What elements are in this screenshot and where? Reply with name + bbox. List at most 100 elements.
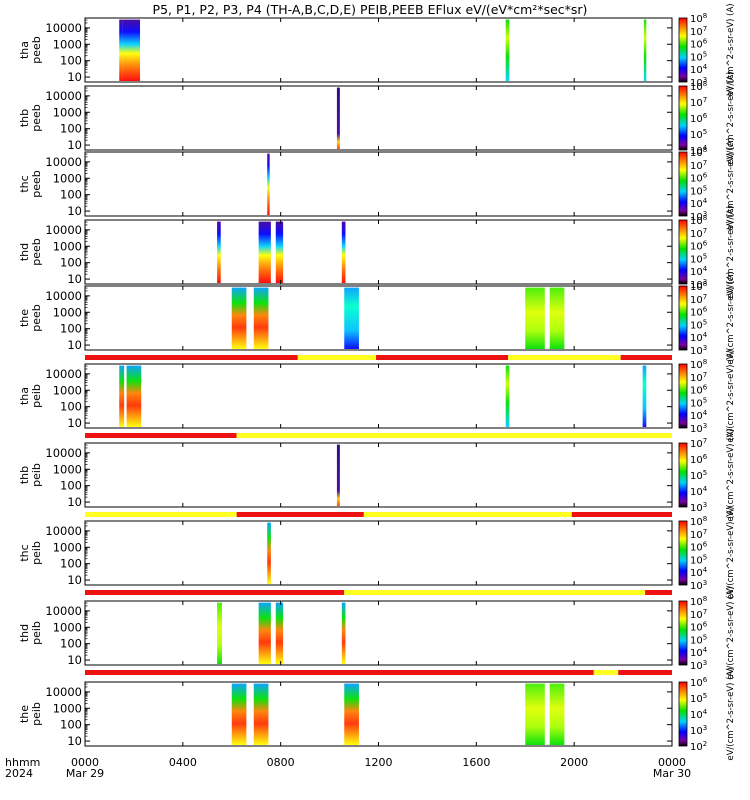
colorbar-tick-label: 106 xyxy=(690,541,708,554)
spectrum-block xyxy=(336,87,340,149)
colorbar-tick-label: 102 xyxy=(690,740,707,753)
colorbar-tick-label: 106 xyxy=(690,240,708,253)
flag-bar-segment xyxy=(236,433,672,438)
spectrum-block xyxy=(231,683,247,745)
spectrum-block xyxy=(336,444,340,506)
colorbar-tick-label: 108 xyxy=(690,595,707,608)
colorbar-tick-label: 107 xyxy=(690,227,707,240)
colorbar-tick-label: 106 xyxy=(690,453,708,466)
x-tick-label: 2000 xyxy=(560,756,588,769)
panel-frame xyxy=(84,285,673,351)
spectrum-block xyxy=(119,365,125,427)
y-tick-label: 100 xyxy=(60,557,82,571)
colorbar-label: eV/(cm^2-s-sr-eV) (A) xyxy=(726,428,736,521)
colorbar-tick-label: 104 xyxy=(690,485,708,498)
colorbar-label: eV/(cm^2-s-sr-eV) (A) xyxy=(726,271,736,364)
spectrum-block xyxy=(231,287,247,349)
panel-frame xyxy=(84,85,673,151)
y-tick-label: 10000 xyxy=(45,21,82,35)
y-tick-label: 100 xyxy=(60,637,82,651)
panel-product-label: peeb xyxy=(30,36,43,64)
spectrum-block xyxy=(344,683,359,745)
panel-frame xyxy=(84,363,673,429)
panel-thb-peib: 10 100 1000 10000 thb peib 103 104 105 106 107 eV/(… xyxy=(18,428,736,521)
y-tick-label: 1000 xyxy=(53,383,82,397)
x-tick-label: 1600 xyxy=(462,756,490,769)
panel-frame xyxy=(84,681,673,747)
flag-bar-segment xyxy=(618,670,672,675)
flag-bar-segment xyxy=(85,433,237,438)
spectrum-block xyxy=(267,153,270,215)
y-tick-label: 10000 xyxy=(45,524,82,538)
flag-bar-segment xyxy=(376,355,509,360)
colorbar-tick-label: 105 xyxy=(690,469,707,482)
flag-bar-segment xyxy=(571,512,672,517)
colorbar-tick-label: 105 xyxy=(690,553,707,566)
y-tick-label: 10 xyxy=(67,204,82,218)
colorbar-tick-label: 108 xyxy=(690,146,707,159)
colorbar-tick-label: 107 xyxy=(690,371,707,384)
spectrum-block xyxy=(258,602,271,664)
spectrum-block xyxy=(122,19,141,82)
colorbar-tick-label: 105 xyxy=(690,184,707,197)
y-tick-label: 10000 xyxy=(45,89,82,103)
panel-probe-label: thd xyxy=(18,243,31,261)
colorbar xyxy=(678,520,688,586)
y-tick-label: 100 xyxy=(60,256,82,270)
colorbar-tick-label: 105 xyxy=(690,128,707,141)
colorbar-label: eV/(cm^2-s-sr-eV) (A) xyxy=(726,349,736,442)
flag-bar-segment xyxy=(645,590,672,595)
spectrum-block xyxy=(505,19,510,82)
colorbar-tick-label: 106 xyxy=(690,112,708,125)
spectrum-block xyxy=(525,683,545,745)
colorbar-tick-label: 108 xyxy=(690,214,707,227)
panel-probe-label: tha xyxy=(18,387,31,405)
y-tick-label: 10000 xyxy=(45,289,82,303)
y-tick-label: 1000 xyxy=(53,105,82,119)
panel-product-label: peeb xyxy=(30,238,43,266)
y-tick-label: 100 xyxy=(60,122,82,136)
colorbar-tick-label: 106 xyxy=(690,621,708,634)
y-tick-label: 100 xyxy=(60,479,82,493)
y-tick-label: 10 xyxy=(67,734,82,748)
colorbar-tick-label: 104 xyxy=(690,409,708,422)
colorbar-tick-label: 103 xyxy=(690,579,707,592)
colorbar xyxy=(678,442,688,508)
colorbar-tick-label: 108 xyxy=(690,280,707,293)
y-tick-label: 10 xyxy=(67,272,82,286)
y-tick-label: 10 xyxy=(67,653,82,667)
y-tick-label: 10000 xyxy=(45,367,82,381)
colorbar-tick-label: 103 xyxy=(690,344,707,357)
spectrum-block xyxy=(642,365,647,427)
panel-product-label: peib xyxy=(30,621,43,645)
colorbar-tick-label: 103 xyxy=(690,659,707,672)
spectrum-block xyxy=(549,683,565,745)
colorbar-tick-label: 108 xyxy=(690,515,707,528)
spectrum-block xyxy=(119,19,123,82)
flag-bar-segment xyxy=(620,355,672,360)
colorbar-tick-label: 107 xyxy=(690,293,707,306)
x-tick-label: 0800 xyxy=(267,756,295,769)
y-tick-label: 10000 xyxy=(45,604,82,618)
colorbar xyxy=(678,17,688,83)
x-tick-date-label: Mar 30 xyxy=(653,767,691,780)
colorbar-tick-label: 104 xyxy=(690,646,708,659)
colorbar-tick-label: 106 xyxy=(690,306,708,319)
panel-product-label: peib xyxy=(30,384,43,408)
colorbar-tick-label: 106 xyxy=(690,676,708,689)
panel-product-label: peeb xyxy=(30,304,43,332)
flag-bar-segment xyxy=(85,590,345,595)
colorbar xyxy=(678,285,688,351)
colorbar-tick-label: 108 xyxy=(690,12,707,25)
spectrum-block xyxy=(126,365,142,427)
panel-frame xyxy=(84,151,673,217)
colorbar-tick-label: 103 xyxy=(690,422,707,435)
colorbar-tick-label: 104 xyxy=(690,566,708,579)
colorbar-tick-label: 107 xyxy=(690,437,707,450)
y-tick-label: 100 xyxy=(60,322,82,336)
flag-bar-segment xyxy=(593,670,619,675)
